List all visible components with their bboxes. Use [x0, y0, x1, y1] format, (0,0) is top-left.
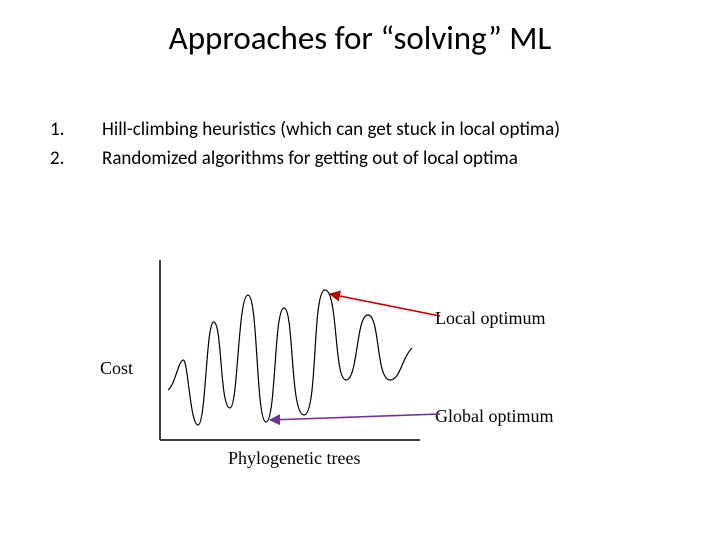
page-title: Approaches for “solving” ML [0, 18, 720, 58]
cost-landscape-chart: Cost Local optimum Global optimum Phylog… [120, 260, 620, 490]
list-number: 1. [50, 118, 102, 141]
list-item: 1. Hill-climbing heuristics (which can g… [50, 118, 670, 141]
list-item: 2. Randomized algorithms for getting out… [50, 147, 670, 170]
list-number: 2. [50, 147, 102, 170]
cost-curve [168, 290, 412, 425]
approach-list: 1. Hill-climbing heuristics (which can g… [50, 118, 670, 176]
global-optimum-arrow [270, 414, 440, 420]
list-text: Hill-climbing heuristics (which can get … [102, 118, 560, 141]
list-text: Randomized algorithms for getting out of… [102, 147, 518, 170]
local-optimum-arrow [330, 294, 440, 316]
chart-svg [120, 260, 620, 490]
